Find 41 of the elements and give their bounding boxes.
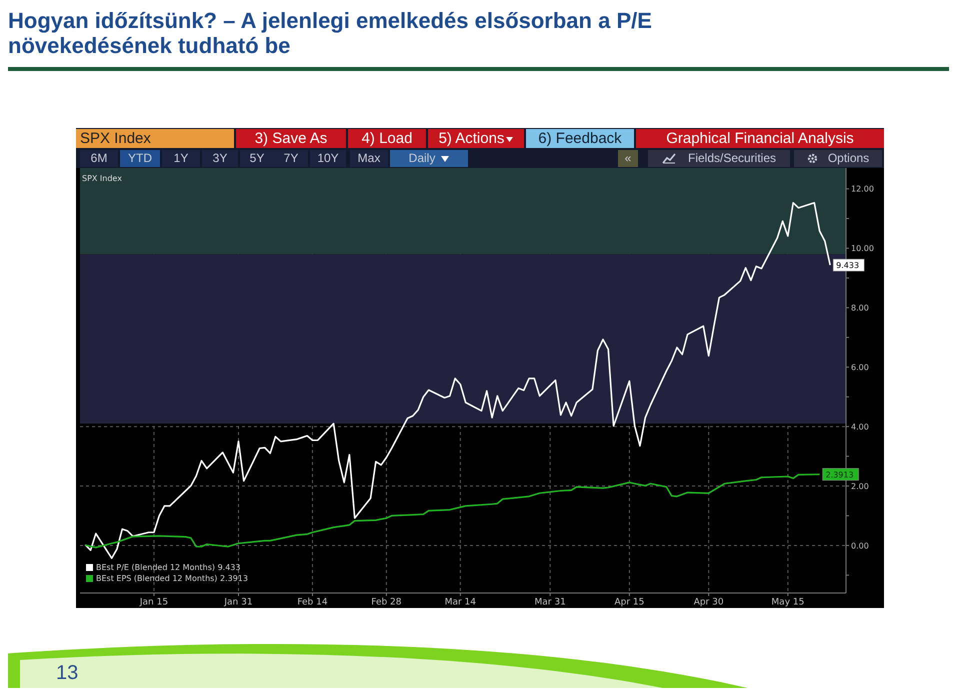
x-tick-label: Apr 30 <box>694 597 724 608</box>
y-tick-label: 6.00 <box>851 362 869 372</box>
text: 13 <box>56 662 78 685</box>
text: 10Y <box>310 150 346 167</box>
text: 5Y <box>240 150 274 167</box>
x-tick-label: Feb 28 <box>371 597 402 608</box>
text: 3) Save As <box>236 129 346 148</box>
text: « <box>618 150 638 167</box>
text: 7Y <box>274 150 308 167</box>
legend-label: BEst EPS (Blended 12 Months) 2.3913 <box>95 573 248 584</box>
x-tick-label: Jan 15 <box>138 597 168 608</box>
y-tick-label: 8.00 <box>851 304 869 313</box>
y-tick-label: 10.00 <box>851 244 874 254</box>
text: 5) Actions <box>428 129 524 148</box>
data-label: 2.3913 <box>826 470 854 480</box>
y-tick-label: 12.00 <box>851 184 874 194</box>
text: Fields/Securities <box>648 150 790 167</box>
text: 1Y <box>162 150 200 167</box>
x-tick-label: Jan 31 <box>223 597 253 608</box>
x-tick-label: May 15 <box>771 597 804 608</box>
legend-label: BEst P/E (Blended 12 Months) 9.433 <box>95 562 242 573</box>
x-tick-label: Feb 14 <box>297 597 328 608</box>
y-tick-label: 0.00 <box>851 541 869 550</box>
text: 6) Feedback <box>526 129 634 148</box>
x-tick-label: Mar 14 <box>444 597 476 608</box>
data-label: 9.433 <box>836 261 860 270</box>
text: 3Y <box>202 150 238 167</box>
chart-title: Hogyan időzítsünk? – A jelenlegi emelkedés elsősorban a P/E növekedésének tudható be <box>8 8 653 58</box>
y-tick-label: 4.00 <box>851 422 869 432</box>
x-tick-label: Mar 31 <box>534 597 566 608</box>
text: Options <box>794 150 882 167</box>
x-tick-label: Apr 15 <box>614 597 644 608</box>
text: SPX Index <box>76 129 234 148</box>
text: 4) Load <box>348 129 426 148</box>
text: YTD <box>120 150 160 167</box>
text: Graphical Financial Analysis <box>636 129 884 148</box>
y-tick-label: 2.00 <box>851 482 869 491</box>
text: Daily <box>390 150 468 167</box>
text: SPX Index <box>82 174 122 183</box>
text: Max <box>350 150 388 167</box>
text: 6M <box>80 150 118 167</box>
